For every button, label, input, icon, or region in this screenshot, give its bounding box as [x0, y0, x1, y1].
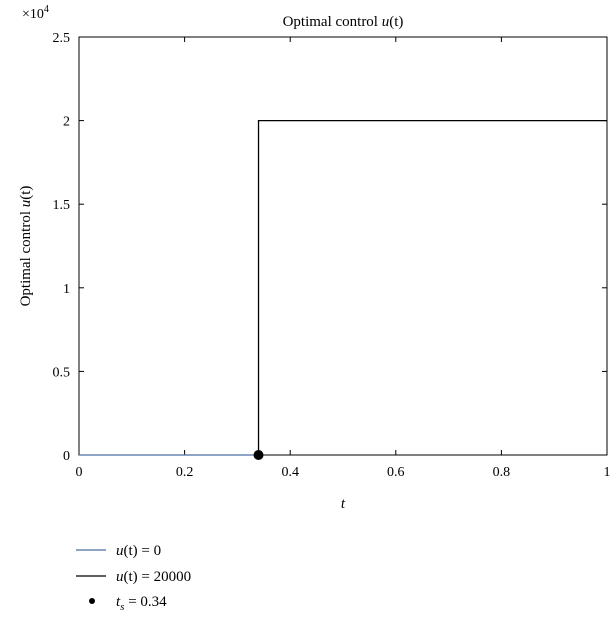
legend-label-series-1: u(t) = 0 [116, 543, 161, 559]
markers-group [253, 450, 264, 460]
legend: u(t) = 0 u(t) = 20000 ts = 0.34 [76, 543, 191, 613]
x-axis-label: t [341, 496, 346, 512]
y-tick-label: 2.5 [53, 31, 71, 46]
plot-frame [78, 36, 608, 456]
y-tick-label: 1 [63, 282, 70, 297]
chart-title: Optimal control u(t) [283, 14, 404, 30]
legend-label-marker: ts = 0.34 [116, 594, 167, 613]
switch-point-marker [253, 450, 264, 460]
series-group [79, 119, 607, 456]
series-line-2 [257, 119, 607, 455]
x-tick-label: 1 [604, 465, 611, 480]
x-tick-label: 0.4 [281, 465, 299, 480]
x-tick-label: 0.6 [387, 465, 405, 480]
y-axis-label: Optimal control u(t) [18, 186, 34, 307]
axis-ticks: 0 0.2 0.4 0.6 0.8 1 0 0.5 1 1.5 2 2.5 [53, 31, 611, 480]
x-tick-label: 0.2 [176, 465, 194, 480]
y-tick-label: 2 [63, 115, 70, 130]
y-tick-label: 0.5 [53, 365, 71, 380]
legend-swatch-marker [89, 598, 95, 604]
x-tick-label: 0.8 [493, 465, 511, 480]
legend-label-series-2: u(t) = 20000 [116, 569, 191, 585]
y-tick-label: 0 [63, 449, 70, 464]
y-axis-multiplier: ×104 [22, 4, 49, 22]
x-tick-label: 0 [76, 465, 83, 480]
y-tick-label: 1.5 [53, 198, 71, 213]
